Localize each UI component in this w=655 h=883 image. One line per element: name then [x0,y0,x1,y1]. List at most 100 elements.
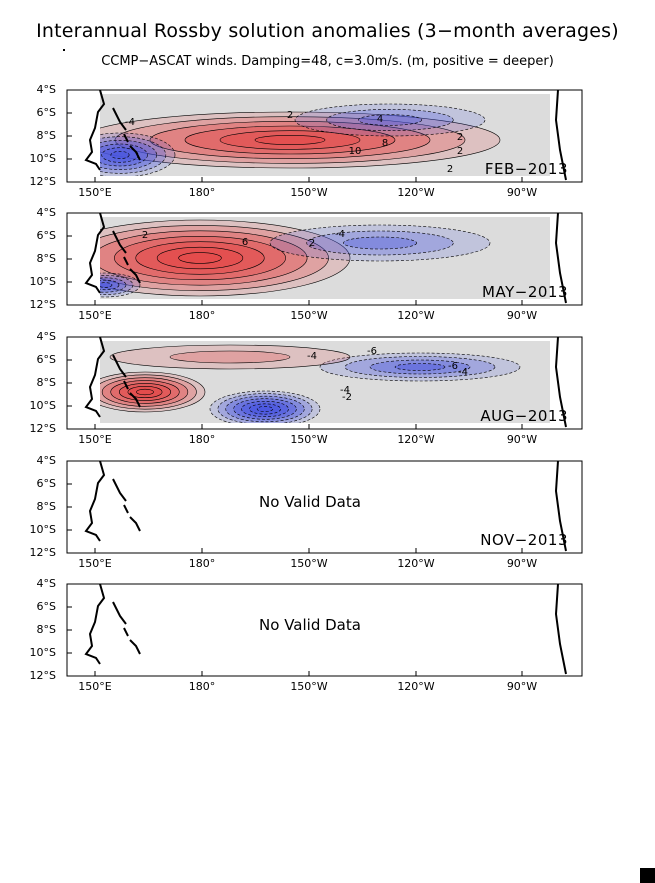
contour-label: -4 [307,351,317,362]
x-tick-label: 150°W [290,186,328,199]
contour-label: 2 [287,110,293,121]
contour-negative-1-level-6 [256,406,274,412]
x-tick-label: 150°E [78,433,112,446]
contour-negative-1-level-2 [100,277,127,293]
map-panel-4: 4°S 6°S 8°S 10°S 12°S 150°E 180° 150°W 120°W 90°W… [0,453,655,573]
contour-label: 6 [242,237,248,248]
x-tick-label: 150°W [290,557,328,570]
contour-positive-0-level-6 [178,252,222,264]
contour-negative-1-level-4 [100,282,113,288]
contour-negative-2-level-1 [344,356,496,378]
contour-positive-0-level-6 [136,388,154,396]
corner-square [640,868,655,883]
map-panel-3: -4 -6 -6 -4 -4 -2 4°S 6°S 8°S 10°S 12°S 150°E 180° 15… [0,329,655,449]
y-tick-label: 4°S [36,330,56,343]
no-data-message: No Valid Data [259,616,361,634]
island-chain [112,601,141,655]
coastline-west [84,583,106,665]
x-tick-label: 120°W [397,309,435,322]
y-tick-label: 10°S [29,275,56,288]
y-tick-label: 12°S [29,175,56,188]
contour-label: -4 [335,229,345,240]
period-label: FEB−2013 [484,160,568,178]
y-tick-label: 6°S [36,229,56,242]
coastline-east [554,89,567,181]
y-tick-label: 8°S [36,623,56,636]
x-tick-label: 150°W [290,309,328,322]
period-label: NOV−2013 [480,531,568,549]
x-tick-label: 90°W [506,557,538,570]
y-tick-label: 4°S [36,206,56,219]
coastline-east [554,460,567,552]
map-panel-5: 4°S 6°S 8°S 10°S 12°S 150°E 180° 150°W 120°W 90°W… [0,576,655,696]
coastline-west [84,89,106,171]
y-tick-label: 8°S [36,376,56,389]
contour-negative-2-level-3 [394,363,446,371]
contour-label: 2 [309,238,315,249]
x-tick-label: 180° [188,433,216,446]
contour-negative-2-level-0 [319,352,521,382]
figure-title: Interannual Rossby solution anomalies (3… [36,20,619,42]
island-chain [112,107,141,161]
map-svg [66,583,583,677]
x-tick-label: 180° [188,680,216,693]
contour-label: 4 [377,114,383,125]
island-chain [112,478,141,532]
contour-label: -6 [448,361,458,372]
contour-label: 10 [349,146,362,157]
y-tick-label: 8°S [36,129,56,142]
contour-negative-2-level-2 [369,359,471,375]
coastline-west [84,460,106,542]
y-tick-label: 6°S [36,106,56,119]
coastline-east [554,336,567,428]
contour-negative-1-level-5 [110,151,130,159]
stray-dot [63,49,65,51]
contour-label: 2 [447,164,453,175]
contour-label: 2 [457,146,463,157]
contour-positive-3-level-0 [109,344,351,370]
contour-label: -4 [340,385,350,396]
contour-label: -6 [367,346,377,357]
no-data-message: No Valid Data [259,493,361,511]
x-tick-label: 180° [188,186,216,199]
contour-positive-0-level-5 [254,135,326,145]
y-tick-label: 4°S [36,454,56,467]
coastline-west [84,336,106,418]
coastline-east [554,212,567,304]
y-tick-label: 12°S [29,298,56,311]
x-tick-label: 150°E [78,309,112,322]
x-tick-label: 120°W [397,433,435,446]
y-tick-label: 4°S [36,577,56,590]
x-tick-label: 150°E [78,680,112,693]
y-tick-label: 8°S [36,252,56,265]
y-tick-label: 8°S [36,500,56,513]
map-panel-1: 2 4 -4 10 8 2 2 2 4°S 6°S 8°S 10°S 12°S 150°E 180° 150°… [0,82,655,202]
x-tick-label: 150°W [290,433,328,446]
contour-label: -4 [125,117,135,128]
island-chain [112,230,141,284]
y-tick-label: 12°S [29,546,56,559]
contour-label: 2 [142,230,148,241]
x-tick-label: 180° [188,557,216,570]
contour-negative-2-level-2 [358,114,422,126]
y-tick-label: 10°S [29,646,56,659]
contour-positive-3-level-1 [169,350,291,364]
x-tick-label: 120°W [397,557,435,570]
contour-negative-1-level-0 [100,272,141,298]
y-tick-label: 6°S [36,353,56,366]
x-tick-label: 120°W [397,186,435,199]
x-tick-label: 90°W [506,309,538,322]
x-tick-label: 150°E [78,557,112,570]
map-svg: -4 -6-6-4-4-2 [66,336,583,430]
contour-label: 2 [457,132,463,143]
y-tick-label: 6°S [36,477,56,490]
y-tick-label: 12°S [29,669,56,682]
x-tick-label: 90°W [506,433,538,446]
y-tick-label: 6°S [36,600,56,613]
period-label: MAY−2013 [482,283,568,301]
contour-negative-2-level-2 [343,236,417,250]
x-tick-label: 180° [188,309,216,322]
contour-negative-2-level-1 [326,109,454,131]
x-tick-label: 150°W [290,680,328,693]
